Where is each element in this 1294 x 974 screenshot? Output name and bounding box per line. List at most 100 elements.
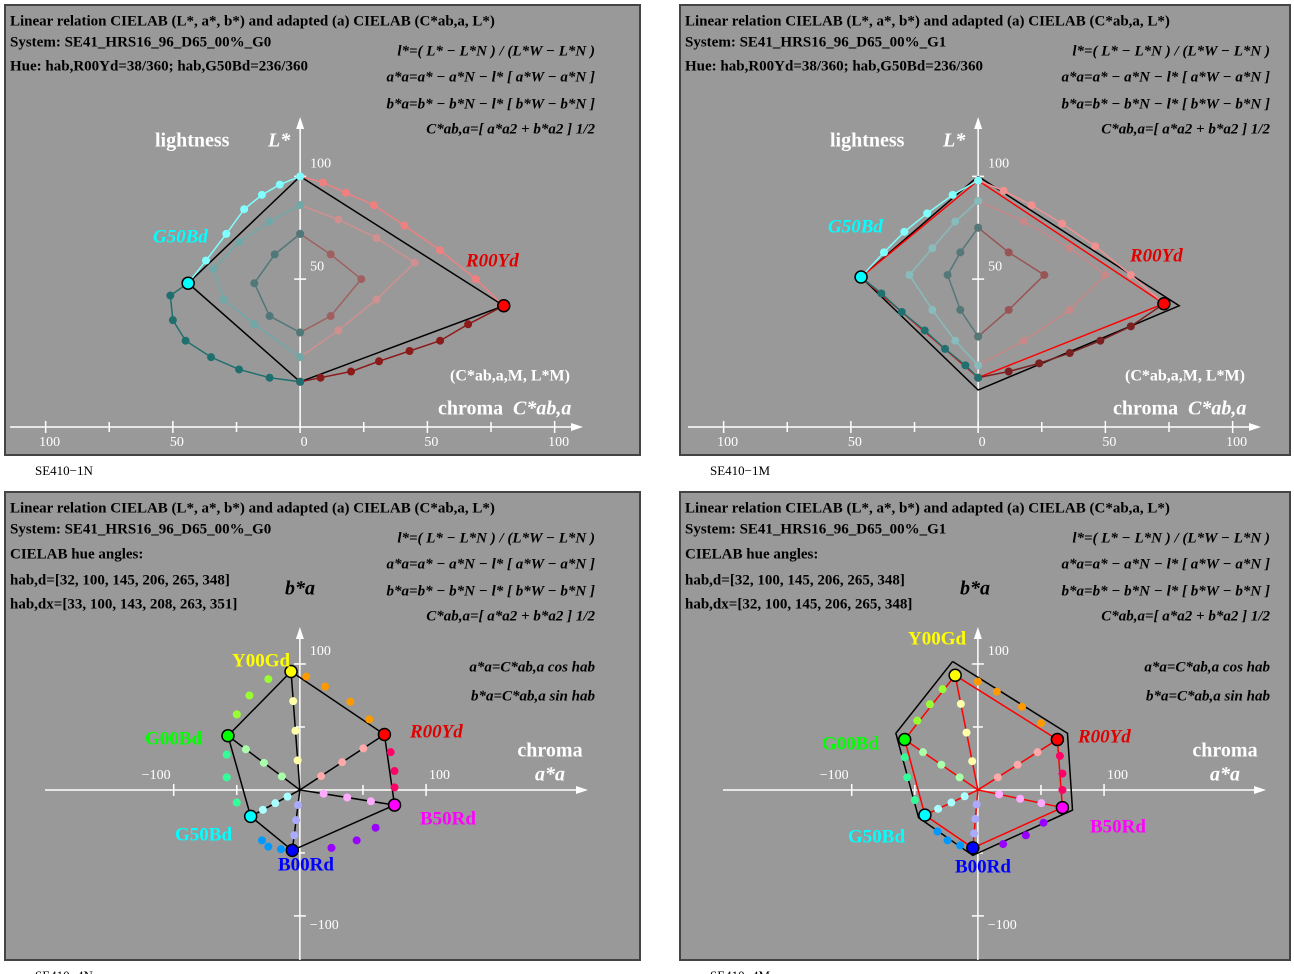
formula: l*=( L* − L*N ) / (L*W − L*N ) (1072, 43, 1270, 59)
data-point (1027, 201, 1036, 210)
panel-title: Linear relation CIELAB (L*, a*, b*) and … (685, 13, 1170, 29)
data-point (369, 201, 378, 210)
panel (4, 491, 641, 961)
x-axis-symbol: a*a (535, 764, 565, 786)
data-point (436, 246, 445, 255)
data-point (948, 190, 957, 199)
x-tick-label: 0 (979, 435, 986, 450)
data-point (1021, 831, 1030, 840)
panel-title: Linear relation CIELAB (L*, a*, b*) and … (685, 500, 1170, 516)
data-point (259, 758, 268, 767)
data-point (955, 773, 964, 782)
data-point (258, 805, 267, 814)
info-line: Hue: hab,R00Yd=38/360; hab,G50Bd=236/360 (685, 58, 983, 74)
vertex-ring (966, 841, 980, 855)
point-label: R00Yd (409, 721, 463, 742)
data-point (1018, 702, 1027, 711)
formula: l*=( L* − L*N ) / (L*W − L*N ) (397, 530, 595, 546)
data-point (296, 328, 305, 337)
data-point (1004, 367, 1013, 376)
data-point (1019, 217, 1028, 226)
y-axis-label: b*a (285, 578, 315, 600)
formula: a*a=C*ab,a cos hab (469, 659, 595, 675)
point-label: B00Rd (278, 854, 334, 875)
data-point (290, 831, 299, 840)
data-point (941, 344, 950, 353)
data-point (1039, 818, 1048, 827)
info-line: System: SE41_HRS16_96_D65_00%_G0 (10, 521, 271, 537)
data-point (338, 758, 347, 767)
data-point (933, 827, 942, 836)
x-axis-arrow (1254, 785, 1266, 794)
x-axis-label: chroma (1192, 740, 1257, 762)
data-point (296, 172, 305, 181)
y-axis-arrow (973, 627, 982, 639)
series-line (859, 175, 1181, 391)
data-point (992, 687, 1001, 696)
data-point (974, 332, 983, 341)
data-point (296, 353, 305, 362)
y-tick-label: 50 (988, 259, 1002, 274)
data-point (222, 229, 231, 238)
data-point (1065, 305, 1074, 314)
y-axis-label: lightness (830, 130, 905, 152)
vertex-ring (918, 808, 932, 822)
data-point (275, 180, 284, 189)
y-axis-label: lightness (155, 130, 230, 152)
info-line: hab,dx=[33, 100, 143, 208, 263, 351] (10, 596, 237, 612)
data-point (372, 233, 381, 242)
data-point (956, 699, 965, 708)
formula: a*a=a* − a*N − l* [ a*W − a*N ] (387, 556, 595, 572)
data-point (920, 326, 929, 335)
panel (679, 4, 1291, 456)
data-point (1101, 270, 1110, 279)
data-point (1058, 219, 1067, 228)
data-point (346, 697, 355, 706)
vertex-ring (897, 732, 912, 747)
data-point (938, 685, 947, 694)
data-point (995, 790, 1004, 799)
info-line: CIELAB hue angles: (10, 546, 143, 562)
vertex-ring (284, 664, 298, 679)
data-point (240, 205, 249, 214)
formula: a*a=a* − a*N − l* [ a*W − a*N ] (1062, 69, 1270, 85)
data-point (1040, 270, 1049, 279)
data-point (347, 367, 356, 376)
data-point (436, 336, 445, 345)
formula: b*a=C*ab,a sin hab (471, 688, 595, 704)
data-point (1036, 719, 1045, 728)
footer: SE410−4M (710, 968, 771, 974)
data-point (321, 682, 330, 691)
data-point (270, 250, 279, 259)
data-point (900, 753, 909, 762)
data-point (326, 250, 335, 259)
y-axis-label: b*a (960, 578, 990, 600)
point-label: G50Bd (828, 216, 883, 237)
info-line: hab,dx=[32, 100, 145, 206, 265, 348] (685, 596, 912, 612)
data-point (934, 804, 943, 813)
data-point (166, 291, 175, 300)
data-point (271, 799, 280, 808)
point-label: G50Bd (848, 826, 905, 847)
data-point (972, 800, 981, 809)
point-label: G50Bd (153, 226, 208, 247)
data-point (1091, 242, 1100, 251)
vertex-ring (1055, 800, 1070, 815)
series-line (299, 305, 505, 383)
data-point (291, 726, 300, 735)
data-point (947, 798, 956, 807)
series-line (299, 175, 505, 307)
data-point (971, 814, 980, 823)
data-point (900, 227, 909, 236)
data-point (993, 773, 1002, 782)
vertex-ring (387, 798, 402, 812)
data-point (359, 744, 368, 753)
info-line: hab,d=[32, 100, 145, 206, 265, 348] (685, 572, 905, 588)
point-label: R00Yd (1129, 245, 1183, 266)
data-point (264, 842, 273, 851)
footer: SE410−1M (710, 463, 771, 478)
data-point (352, 836, 361, 845)
data-point (1058, 785, 1067, 794)
y-axis-arrow (295, 627, 304, 639)
data-point (962, 728, 971, 737)
